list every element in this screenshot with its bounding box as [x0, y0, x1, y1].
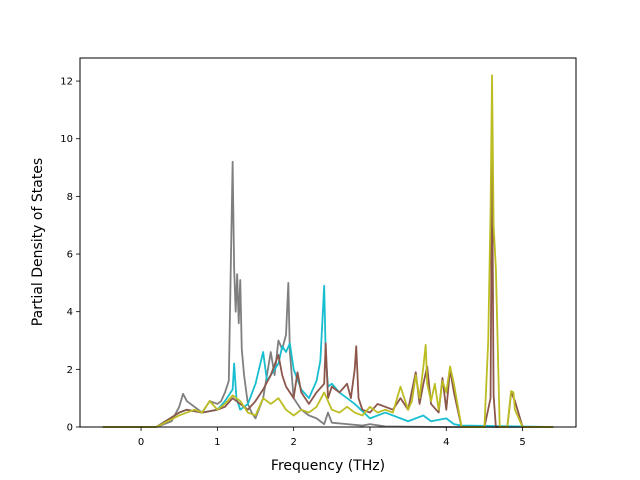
- x-tick-label: 3: [367, 437, 373, 448]
- y-tick-label: 12: [60, 77, 73, 88]
- x-ticks: 0 1 2 3 4 5: [138, 427, 526, 448]
- series-line-2: [102, 284, 554, 428]
- x-tick-label: 4: [443, 437, 449, 448]
- series-layer: [102, 74, 554, 428]
- x-tick-label: 2: [290, 437, 296, 448]
- x-tick-label: 5: [519, 437, 525, 448]
- y-tick-label: 0: [67, 423, 73, 434]
- series-line-4: [102, 74, 554, 428]
- plot-frame: [79, 57, 577, 428]
- x-axis-title: Frequency (THz): [271, 458, 385, 474]
- x-tick-label: 0: [138, 437, 144, 448]
- y-tick-label: 6: [67, 250, 73, 261]
- y-ticks: 0 2 4 6 8 10 12: [60, 77, 80, 434]
- y-tick-label: 2: [67, 365, 73, 376]
- y-tick-label: 10: [60, 134, 73, 145]
- x-tick-label: 1: [214, 437, 220, 448]
- y-tick-label: 8: [67, 192, 73, 203]
- y-axis-title: Partial Density of States: [30, 158, 46, 326]
- y-tick-label: 4: [67, 307, 73, 318]
